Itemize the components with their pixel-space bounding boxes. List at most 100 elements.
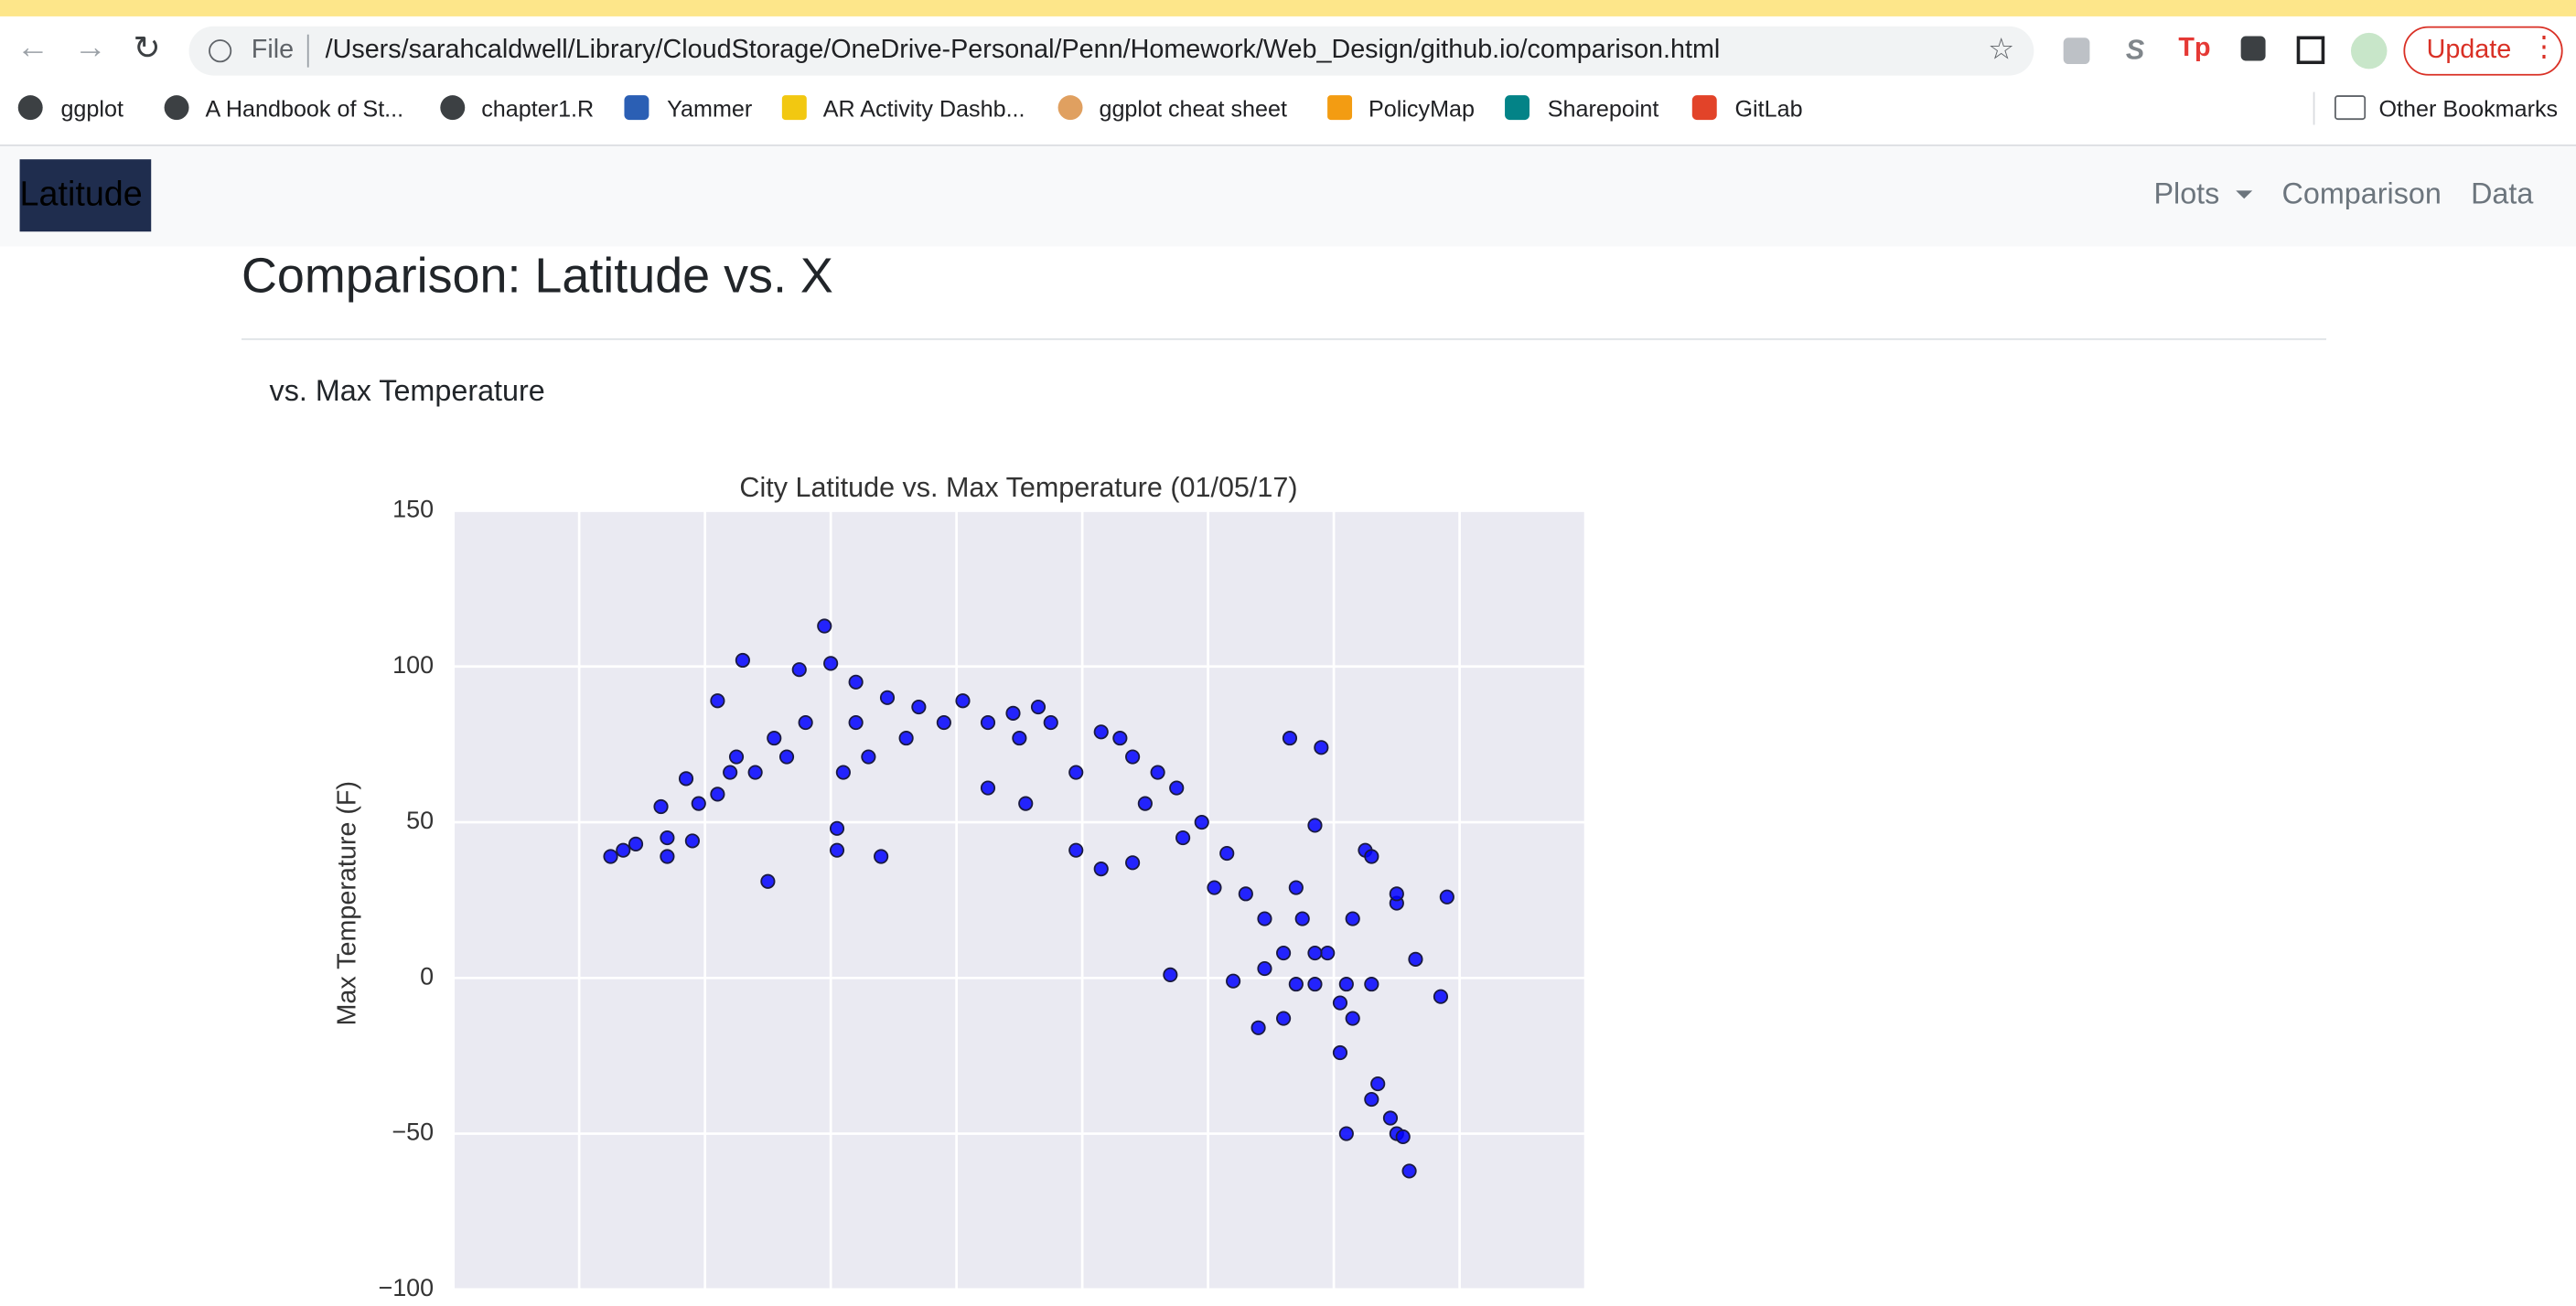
point <box>1382 1110 1399 1126</box>
bookmark[interactable]: AR Activity Dashb... <box>822 95 1025 122</box>
nav-link[interactable]: Comparison <box>2281 177 2442 210</box>
point <box>653 798 669 815</box>
point <box>1030 699 1046 715</box>
back-button[interactable]: ← <box>16 29 49 66</box>
point <box>829 842 845 858</box>
point <box>1276 1011 1292 1026</box>
bookmark[interactable]: ggplot cheat sheet <box>1099 95 1287 122</box>
y-tick-label: 150 <box>392 496 434 523</box>
point <box>829 820 845 836</box>
point <box>1282 731 1298 746</box>
point <box>1395 1129 1411 1145</box>
extension-icon[interactable] <box>2063 37 2090 65</box>
point <box>1307 977 1323 992</box>
page-heading: Comparison: Latitude vs. X <box>242 249 833 305</box>
point <box>1389 886 1404 902</box>
point <box>874 849 889 864</box>
navbar-brand[interactable]: Latitude <box>19 176 143 214</box>
point <box>1408 951 1423 967</box>
other-bookmarks[interactable]: Other Bookmarks <box>2378 95 2559 122</box>
point <box>1257 911 1272 926</box>
point <box>1125 749 1141 765</box>
update-button[interactable] <box>2403 26 2563 76</box>
y-tick-label: −100 <box>378 1274 434 1301</box>
point <box>767 731 782 746</box>
profile-avatar[interactable] <box>2350 32 2388 70</box>
bookmark-icon <box>164 95 189 121</box>
point <box>760 873 776 889</box>
point <box>980 780 996 796</box>
extension-icon[interactable]: S <box>2125 34 2145 66</box>
bookmark[interactable]: Yammer <box>667 95 753 122</box>
point <box>911 699 927 715</box>
point <box>1125 855 1141 871</box>
forward-button[interactable]: → <box>73 29 107 66</box>
point <box>1257 960 1272 977</box>
point <box>1320 945 1336 961</box>
menu-button[interactable]: ⋮ <box>2529 31 2559 63</box>
extension-icon[interactable] <box>2296 36 2325 65</box>
point <box>1250 1020 1266 1035</box>
y-tick-label: 50 <box>406 807 434 834</box>
point <box>1043 714 1058 731</box>
omnibox[interactable] <box>188 26 2034 76</box>
point <box>1018 796 1034 811</box>
bookmark-star[interactable]: ☆ <box>1988 32 2015 66</box>
bookmark[interactable]: PolicyMap <box>1368 95 1476 122</box>
point <box>936 714 951 731</box>
chart-title: City Latitude vs. Max Temperature (01/05… <box>739 472 1297 503</box>
point <box>1207 880 1222 895</box>
point <box>660 830 675 846</box>
bookmark[interactable]: chapter1.R <box>481 95 595 122</box>
point <box>603 849 618 864</box>
y-tick-label: 100 <box>392 651 434 679</box>
point <box>1345 1011 1360 1026</box>
point <box>1345 911 1360 926</box>
nav-link[interactable]: Data <box>2471 177 2534 210</box>
dropdown-caret <box>2236 190 2253 199</box>
bookmark[interactable]: GitLab <box>1734 95 1803 122</box>
point <box>1226 973 1241 989</box>
point <box>1433 989 1449 1004</box>
bookmark[interactable]: A Handbook of St... <box>205 95 404 122</box>
point <box>778 749 795 765</box>
separator <box>2313 91 2315 125</box>
extension-icon[interactable]: Tp <box>2178 34 2211 63</box>
reload-button[interactable]: ↻ <box>133 31 161 68</box>
point <box>691 796 706 811</box>
point <box>1068 842 1084 858</box>
point <box>1314 740 1329 755</box>
bookmark-icon <box>1327 95 1353 121</box>
point <box>861 749 876 765</box>
point <box>1112 731 1128 746</box>
extensions-button[interactable] <box>2240 36 2266 61</box>
y-tick-label: −50 <box>392 1119 434 1146</box>
point <box>898 731 914 746</box>
point <box>1401 1163 1417 1179</box>
update-label[interactable]: Update <box>2426 36 2512 65</box>
bookmark-icon <box>17 95 43 121</box>
point <box>1276 945 1292 961</box>
point <box>735 652 750 669</box>
point <box>879 690 896 705</box>
point <box>684 833 700 849</box>
subheading: vs. Max Temperature <box>269 374 545 408</box>
point <box>1288 880 1304 895</box>
point <box>1338 977 1354 992</box>
point <box>1439 889 1454 905</box>
point <box>1137 796 1153 811</box>
folder-icon <box>2334 95 2367 121</box>
point <box>1068 765 1084 780</box>
point <box>1364 849 1379 864</box>
point <box>1364 977 1379 992</box>
bookmark-icon <box>624 95 649 121</box>
bookmark[interactable]: Sharepoint <box>1547 95 1659 122</box>
point <box>1307 818 1323 833</box>
point <box>980 714 996 731</box>
bookmark[interactable]: ggplot <box>60 95 123 122</box>
divider <box>242 337 2327 340</box>
nav-link[interactable]: Plots <box>2153 177 2220 210</box>
url[interactable]: /Users/sarahcaldwell/Library/CloudStorag… <box>325 36 1721 65</box>
